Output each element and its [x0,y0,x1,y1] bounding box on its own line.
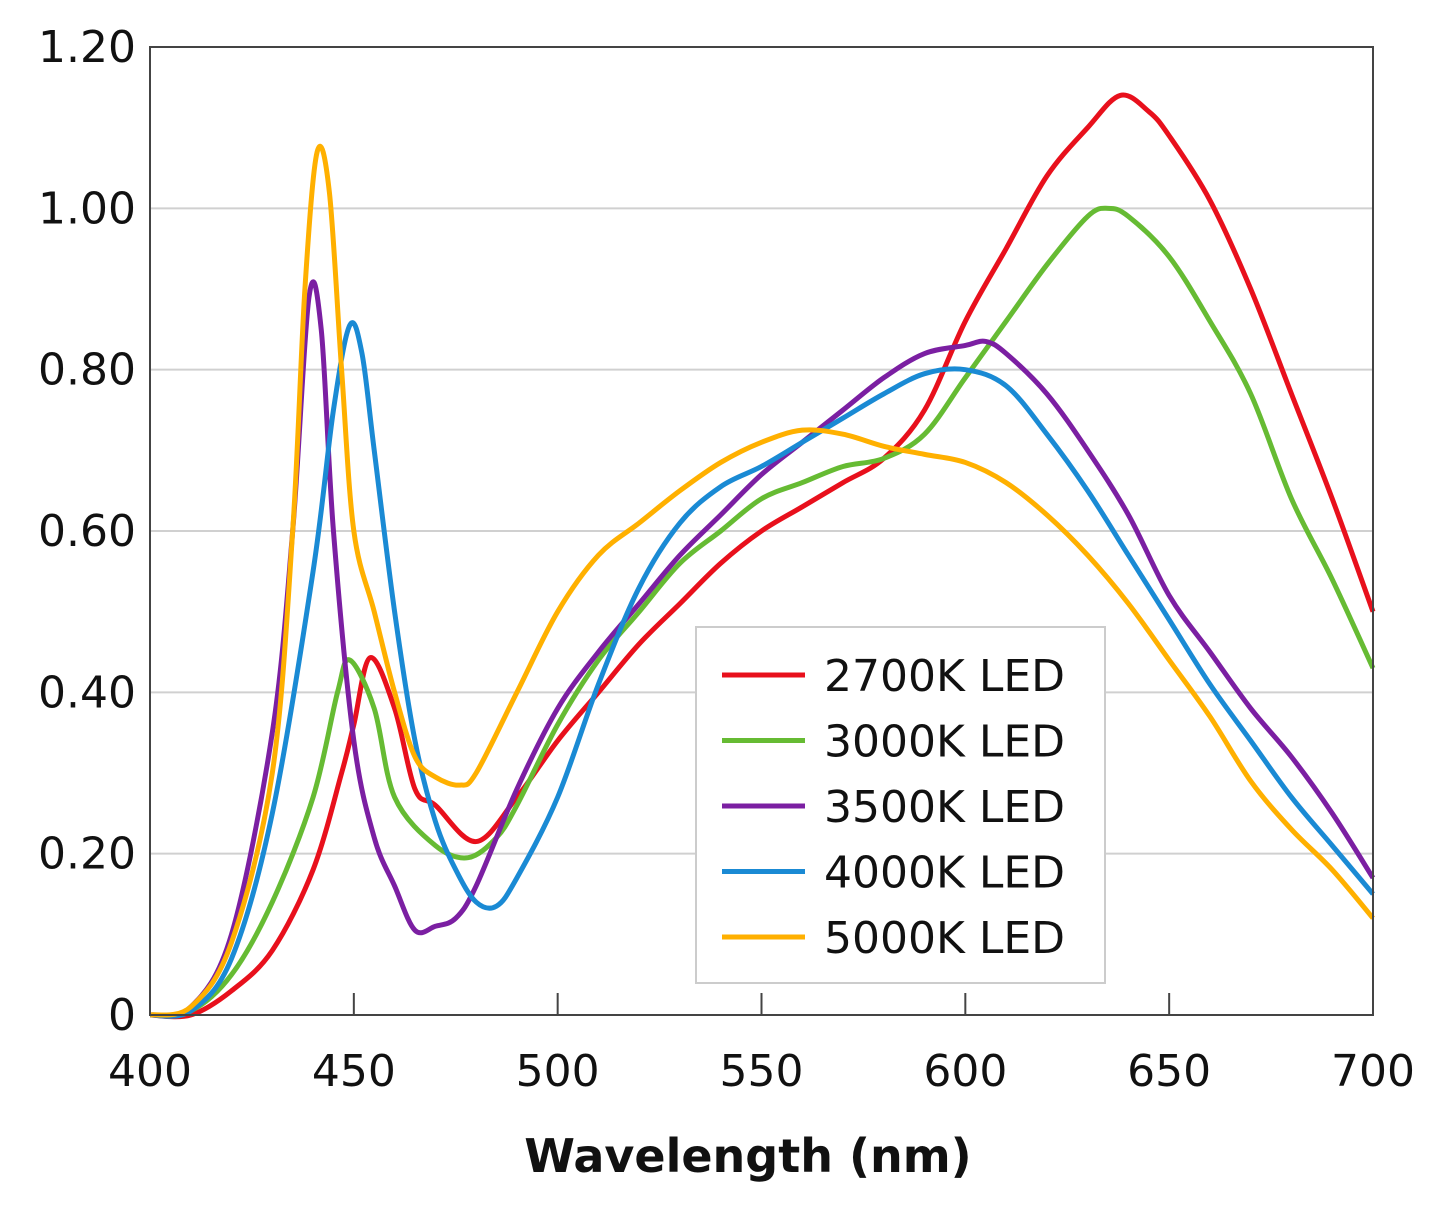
series-line-4000k-led [149,320,1375,1019]
x-tick-label: 700 [1331,1046,1415,1097]
y-tick-label: 1.20 [38,22,136,73]
series-line-5000k-led [149,143,1375,1018]
series-line-3500k-led [149,279,1376,1019]
y-tick-label: 0.60 [38,506,136,557]
x-tick-label: 550 [720,1046,804,1097]
y-tick-label: 1.00 [38,183,136,234]
legend-label-4000k-led: 4000K LED [824,848,1065,899]
y-tick-label: 0.40 [38,667,136,718]
x-tick-label: 400 [108,1046,192,1097]
series-line-3000k-led [149,205,1376,1018]
y-tick-label: 0.20 [38,829,136,880]
legend-label-5000k-led: 5000K LED [824,913,1065,964]
series-lines [149,92,1376,1020]
legend-label-2700k-led: 2700K LED [824,651,1065,702]
y-tick-label: 0.80 [38,345,136,396]
legend-label-3000k-led: 3000K LED [824,717,1065,768]
series-line-2700k-led [149,92,1376,1020]
legend-label-3500k-led: 3500K LED [824,782,1065,833]
x-tick-label: 600 [923,1046,1007,1097]
x-tick-label: 650 [1127,1046,1211,1097]
legend: 2700K LED 3000K LED 3500K LED 4000K LED 5000… [695,626,1106,984]
y-axis: 0 0.20 0.40 0.60 0.80 1.00 1.20 [38,22,136,1041]
x-axis-label: Wavelength (nm) [524,1129,971,1183]
x-tick-label: 450 [312,1046,396,1097]
y-tick-label: 0 [108,990,136,1041]
x-tick-label: 500 [516,1046,600,1097]
x-axis: 400 450 500 550 600 650 700 [108,993,1415,1097]
